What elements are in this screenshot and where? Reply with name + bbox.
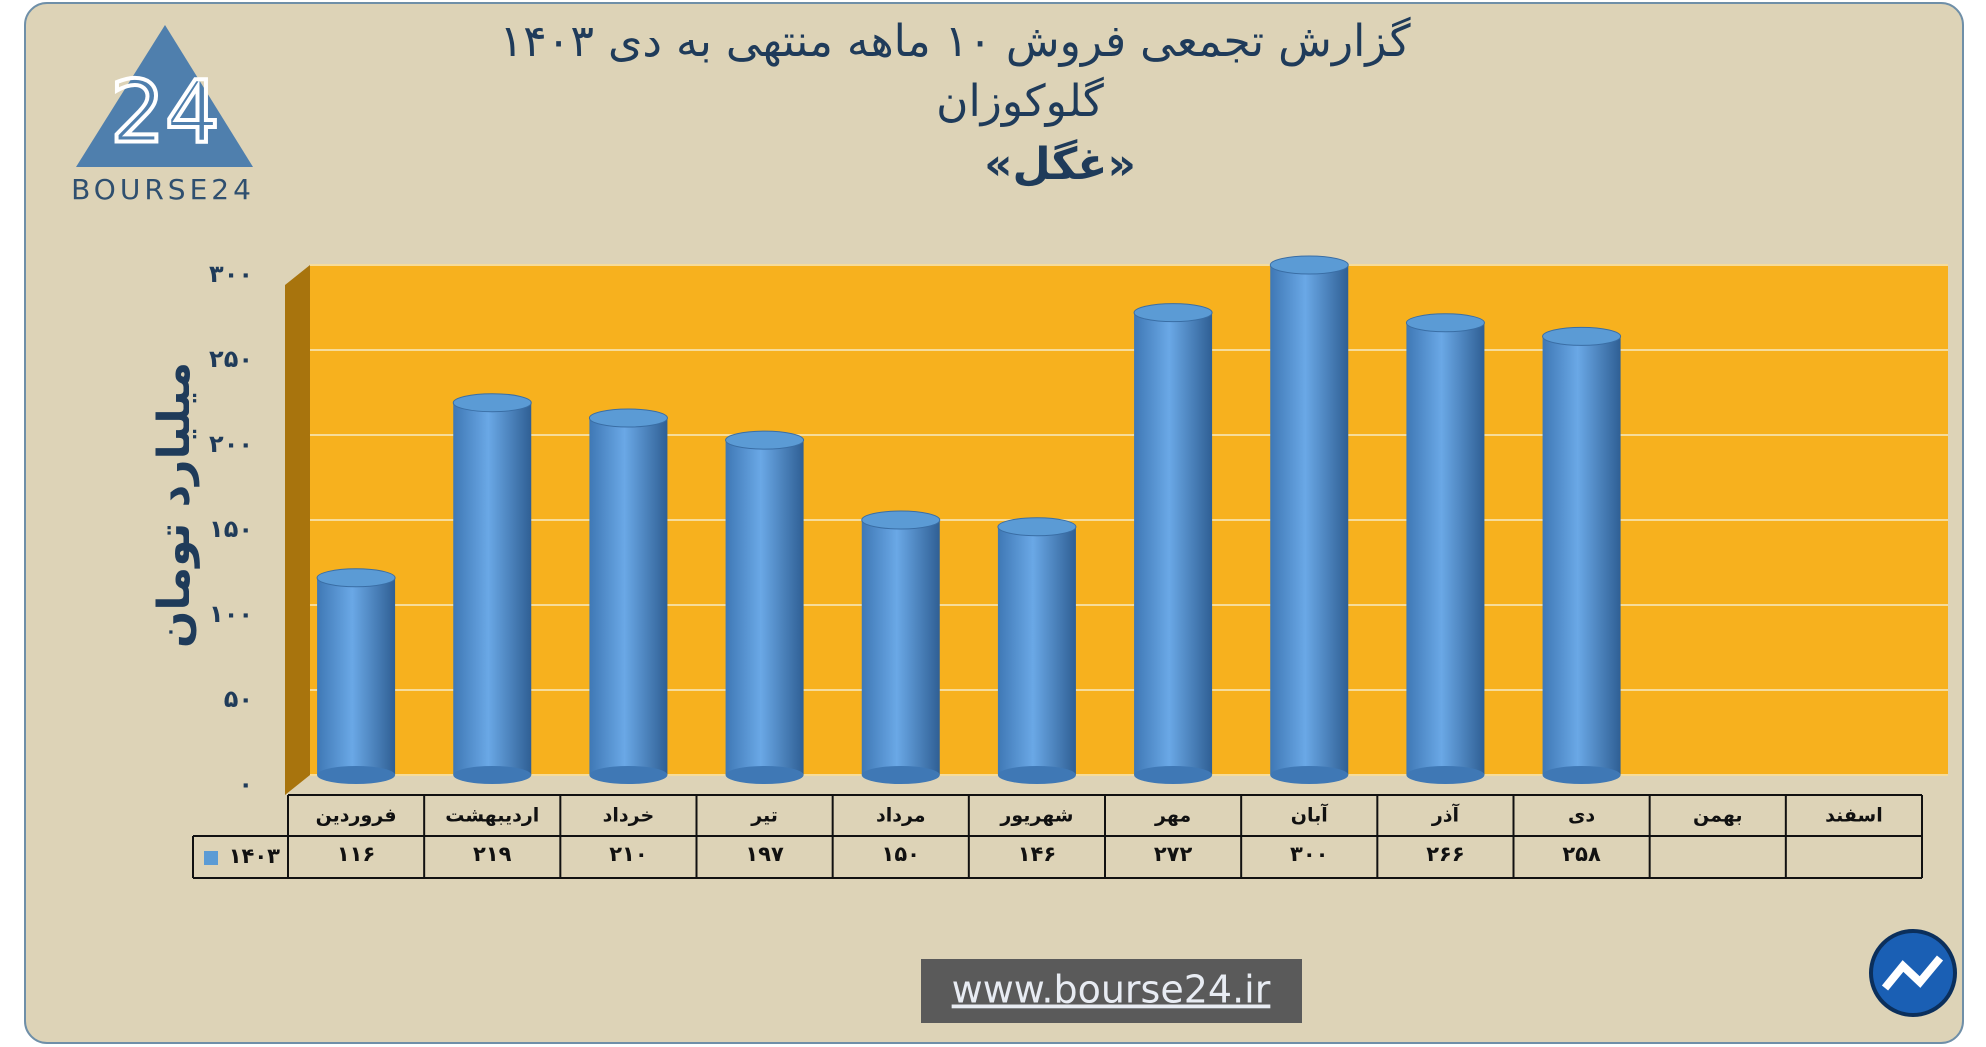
data-label: ۲۱۹: [473, 842, 512, 866]
data-label: ۲۶۶: [1426, 842, 1464, 866]
website[interactable]: www.bourse24.ir: [952, 968, 1271, 1012]
data-label: ۲۵۸: [1562, 842, 1601, 866]
x-tick-label: تیر: [750, 805, 778, 827]
data-label: ۱۱۶: [337, 842, 375, 866]
bar: [453, 402, 532, 775]
bar-top: [1269, 255, 1349, 275]
corner-logo-arrow: [1881, 955, 1944, 991]
corner-logo: [1869, 929, 1957, 1017]
data-label: ۱۹۷: [745, 842, 784, 866]
bar-top: [997, 517, 1077, 537]
bar: [1406, 322, 1485, 775]
logo: 24 BOURSE24: [71, 25, 255, 206]
logo-triangle: [76, 25, 253, 167]
bar-top: [861, 510, 941, 530]
bar: [725, 440, 804, 775]
x-tick-label: آبان: [1291, 803, 1328, 827]
bar-bottom: [725, 766, 804, 784]
data-label: ۲۱۰: [609, 842, 647, 866]
bar-bottom: [589, 766, 668, 784]
x-tick-label: مرداد: [876, 805, 926, 827]
y-tick-label: ۰: [238, 770, 253, 798]
website-bg: [921, 959, 1302, 1023]
y-tick-label: ۱۵۰: [209, 515, 253, 543]
bar: [1270, 265, 1349, 775]
plot: ۰ ۵۰ ۱۰۰ ۱۵۰ ۲۰۰ ۲۵۰ ۳۰۰ ۱۴۰۳ فروردین ۱۱۶ اردیبهشت…: [192, 255, 1948, 879]
data-label: ۲۷۲: [1154, 842, 1193, 866]
bar-top: [452, 393, 532, 413]
bar: [861, 520, 940, 775]
bar: [997, 526, 1076, 775]
bar-bottom: [997, 766, 1076, 784]
x-tick-label: مهر: [1154, 805, 1191, 827]
logo-text: BOURSE24: [71, 173, 255, 206]
data-label: ۳۰۰: [1290, 842, 1328, 866]
bar-bottom: [1542, 766, 1621, 784]
x-tick-label: شهریور: [999, 805, 1073, 827]
bar-bottom: [317, 766, 396, 784]
bar: [1134, 312, 1213, 775]
x-tick-label: اردیبهشت: [445, 805, 539, 827]
y-tick-label: ۲۰۰: [209, 430, 253, 458]
data-label: ۱۵۰: [882, 842, 920, 866]
bar-bottom: [1406, 766, 1485, 784]
y-tick-label: ۱۰۰: [209, 600, 253, 628]
bar-top: [1133, 303, 1213, 323]
legend-label: ۱۴۰۳: [229, 844, 280, 868]
side-wall: [285, 265, 310, 795]
bar: [589, 418, 668, 775]
bar-bottom: [861, 766, 940, 784]
data-label: ۱۴۶: [1018, 842, 1056, 866]
chart-subtitle: گلوکوزان: [936, 76, 1104, 127]
chart-subtitle: «غگل»: [984, 138, 1136, 190]
bar-bottom: [1134, 766, 1213, 784]
y-tick-label: ۳۰۰: [209, 260, 253, 288]
logo-mark: 24: [110, 62, 219, 162]
website-box: www.bourse24.ir: [921, 959, 1302, 1023]
x-tick-label: آذر: [1431, 803, 1460, 827]
x-tick-label: خرداد: [603, 805, 655, 827]
legend-swatch: [204, 851, 218, 865]
y-tick-label: ۵۰: [224, 685, 253, 713]
bar-top: [316, 568, 396, 588]
bar-bottom: [453, 766, 532, 784]
bar-top: [1542, 326, 1622, 346]
bar: [317, 577, 396, 775]
chart-title: گزارش تجمعی فروش ۱۰ ماهه منتهی به دی ۱۴۰…: [499, 16, 1410, 67]
y-axis-label: میلیارد تومان: [149, 362, 200, 648]
bar-top: [588, 408, 668, 428]
bar-bottom: [1270, 766, 1349, 784]
bar-top: [1405, 313, 1485, 333]
x-tick-label: دی: [1568, 805, 1595, 827]
x-tick-label: بهمن: [1693, 805, 1743, 827]
y-tick-label: ۲۵۰: [209, 345, 253, 373]
bar-top: [725, 430, 805, 450]
bar: [1542, 336, 1621, 775]
x-tick-label: فروردین: [316, 805, 397, 827]
x-tick-label: اسفند: [1825, 805, 1883, 827]
